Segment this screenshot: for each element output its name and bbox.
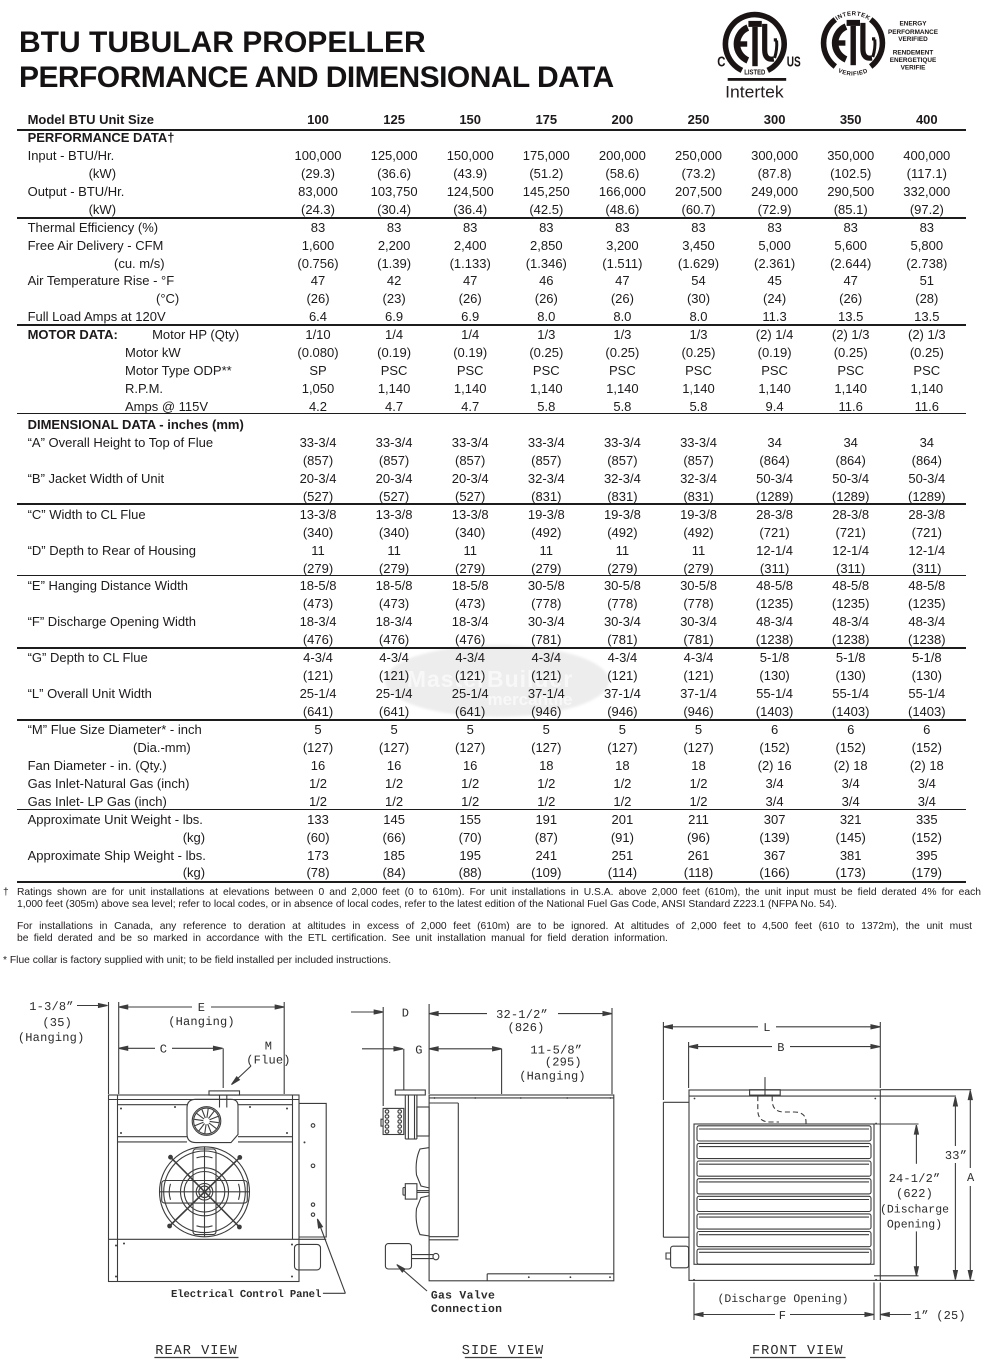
svg-text:G: G <box>415 1043 422 1057</box>
svg-text:(Discharge Opening): (Discharge Opening) <box>717 1293 848 1306</box>
svg-text:11-5/8”: 11-5/8” <box>530 1043 582 1057</box>
svg-text:LISTED: LISTED <box>744 70 765 77</box>
svg-text:RENDEMENT: RENDEMENT <box>893 49 934 56</box>
svg-text:(35): (35) <box>42 1016 72 1030</box>
svg-text:33”: 33” <box>945 1149 967 1163</box>
svg-text:(826): (826) <box>507 1021 544 1035</box>
svg-text:FRONT VIEW: FRONT VIEW <box>752 1344 844 1359</box>
svg-text:(295): (295) <box>545 1056 582 1070</box>
svg-text:M: M <box>265 1040 272 1054</box>
svg-text:D: D <box>402 1007 409 1021</box>
svg-text:24-1/2”: 24-1/2” <box>889 1172 941 1186</box>
svg-text:A: A <box>967 1171 975 1185</box>
svg-text:Opening): Opening) <box>887 1218 942 1231</box>
svg-text:C: C <box>160 1043 167 1057</box>
svg-text:(Hanging): (Hanging) <box>18 1031 85 1045</box>
svg-text:L: L <box>763 1021 770 1035</box>
svg-text:SIDE VIEW: SIDE VIEW <box>462 1344 544 1359</box>
svg-text:Connection: Connection <box>431 1303 502 1316</box>
svg-text:VERIFIE: VERIFIE <box>901 64 927 71</box>
svg-text:F: F <box>779 1309 786 1323</box>
svg-text:Electrical Control Panel: Electrical Control Panel <box>171 1289 321 1301</box>
svg-text:Gas Valve: Gas Valve <box>431 1290 495 1303</box>
svg-text:REAR VIEW: REAR VIEW <box>155 1344 237 1359</box>
svg-text:B: B <box>777 1041 784 1055</box>
svg-text:(622): (622) <box>896 1187 933 1201</box>
svg-text:(Hanging): (Hanging) <box>168 1015 235 1029</box>
svg-text:(Hanging): (Hanging) <box>519 1070 586 1084</box>
svg-text:1-3/8”: 1-3/8” <box>29 1000 73 1014</box>
svg-text:(Flue): (Flue) <box>246 1054 290 1068</box>
svg-text:1” (25): 1” (25) <box>914 1309 966 1323</box>
svg-text:VERIFIED: VERIFIED <box>837 68 869 77</box>
svg-text:(Discharge: (Discharge <box>880 1204 949 1217</box>
svg-text:ENERGETIQUE: ENERGETIQUE <box>890 57 937 64</box>
svg-text:32-1/2”: 32-1/2” <box>496 1008 548 1022</box>
svg-text:US: US <box>787 54 801 70</box>
svg-text:Intertek: Intertek <box>725 82 784 101</box>
svg-text:INTERTEK: INTERTEK <box>835 11 871 22</box>
svg-text:C: C <box>717 54 726 70</box>
svg-text:VERIFIED: VERIFIED <box>898 36 928 43</box>
svg-text:ENERGY: ENERGY <box>900 21 928 28</box>
svg-text:PERFORMANCE: PERFORMANCE <box>888 29 939 36</box>
svg-text:E: E <box>198 1001 205 1015</box>
